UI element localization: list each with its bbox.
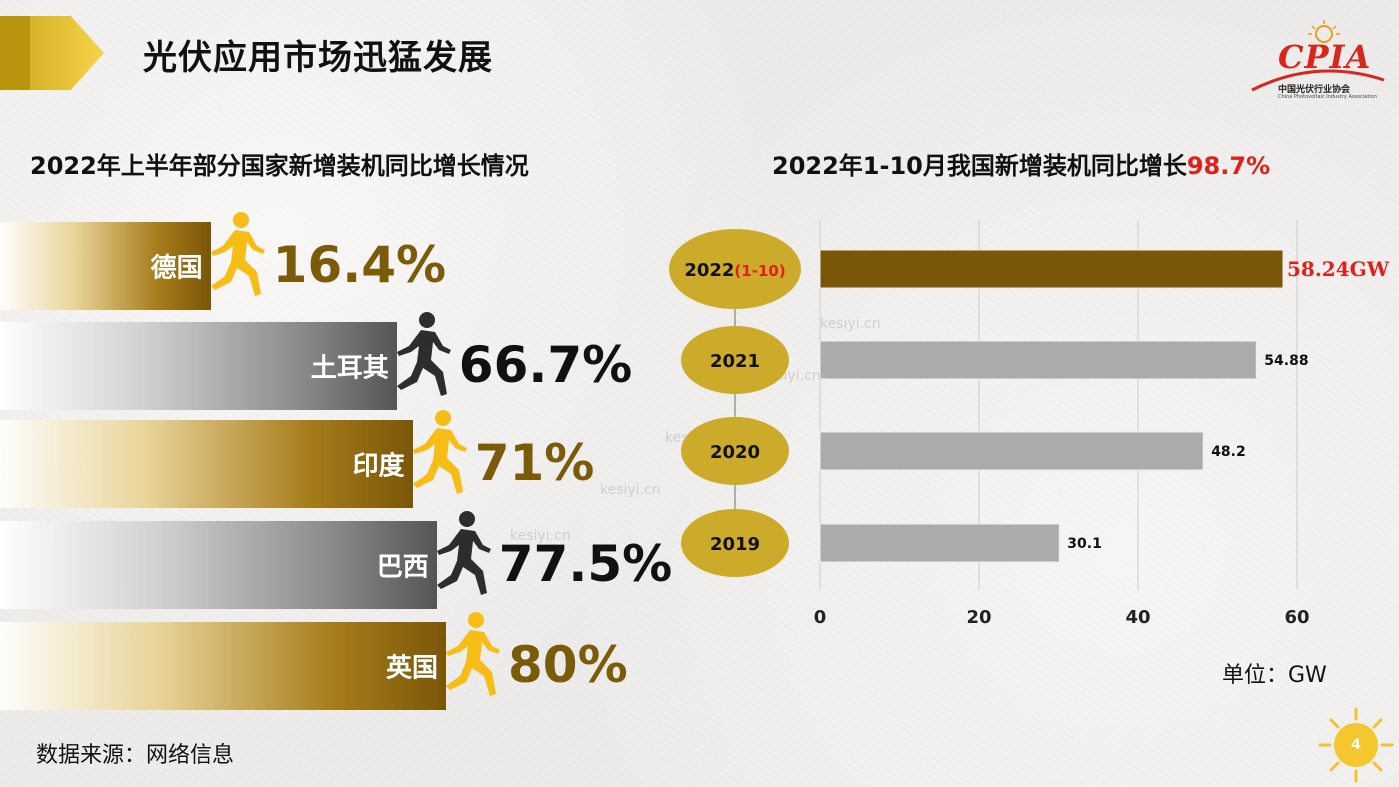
year-bar [819, 523, 1060, 563]
year-bar-value: 54.88 [1264, 353, 1308, 369]
watermark-text: kesiyi.cn [510, 528, 571, 544]
runner-icon [393, 408, 473, 512]
country-bar-label: 土耳其 [310, 353, 389, 384]
year-ellipse [681, 326, 789, 394]
country-bar-label: 英国 [385, 653, 438, 684]
year-bar [819, 340, 1257, 380]
watermark-text: kesiyi.cn [600, 482, 661, 498]
header-arrow-decoration [0, 16, 104, 90]
country-bar-value: 80% [508, 636, 628, 694]
year-bar-value: 48.2 [1211, 444, 1246, 460]
country-bar: 土耳其 [0, 322, 397, 410]
runner-silhouette-icon [396, 312, 451, 396]
right-chart-title-highlight: 98.7% [1186, 152, 1271, 180]
sun-icon [1318, 707, 1394, 783]
x-tick-label: 40 [1125, 607, 1150, 628]
country-bar-label: 德国 [150, 253, 203, 284]
runner-silhouette-icon [412, 410, 467, 494]
page-number: 4 [1351, 737, 1361, 753]
runner-icon [191, 210, 271, 314]
country-bar: 印度 [0, 420, 413, 508]
year-ellipse [681, 417, 789, 485]
country-bar-value: 16.4% [272, 236, 447, 294]
logo-text: CPIA [1278, 38, 1372, 76]
page-title: 光伏应用市场迅猛发展 [143, 38, 493, 78]
logo-arc-icon [1251, 20, 1385, 92]
right-chart-title-prefix: 2022年1-10月我国新增装机同比增长 [772, 152, 1187, 180]
left-chart-title: 2022年上半年部分国家新增装机同比增长情况 [30, 152, 529, 180]
x-tick-label: 60 [1284, 607, 1309, 628]
watermark-text: kesiyi.cn [820, 316, 881, 332]
country-bar: 巴西 [0, 521, 437, 609]
logo-subtitle-en: China Photovoltaic Industry Association [1278, 94, 1377, 100]
source-note: 数据来源：网络信息 [36, 743, 235, 768]
year-bar [819, 431, 1204, 471]
china-installation-chart: 0 20 40 60 58.24GW 2022(1-10) 54.88 2021 48.2 202… [669, 220, 1390, 628]
year-category-label: 2019 [710, 534, 760, 555]
runner-icon [377, 310, 457, 414]
country-bar-label: 巴西 [376, 552, 429, 583]
logo-subtitle: 中国光伏行业协会 [1278, 85, 1351, 95]
x-tick-label: 20 [966, 607, 991, 628]
country-bar-value: 77.5% [498, 535, 673, 593]
unit-label: 单位：GW [1222, 663, 1327, 688]
country-bar-value: 66.7% [458, 336, 633, 394]
cpia-logo: CPIA 中国光伏行业协会 China Photovoltaic Industr… [1244, 18, 1389, 108]
runner-silhouette-icon [446, 612, 500, 696]
page-number-badge: 4 [1316, 705, 1396, 785]
year-bar-value: 30.1 [1067, 536, 1102, 552]
country-bar: 德国 [0, 222, 211, 310]
year-category-label: 2020 [710, 442, 760, 463]
year-category-label: 2022(1-10) [684, 260, 785, 281]
runner-icon [426, 610, 506, 714]
runner-silhouette-icon [436, 511, 491, 595]
country-bar-value: 71% [474, 434, 595, 492]
runner-silhouette-icon [210, 212, 265, 296]
year-bar [819, 249, 1284, 289]
country-bar: 英国 [0, 622, 446, 710]
runner-icon [417, 509, 497, 613]
year-ellipse [669, 229, 801, 309]
year-ellipse [681, 509, 789, 577]
year-bar-value: 58.24GW [1287, 257, 1390, 281]
x-tick-label: 0 [814, 607, 827, 628]
year-category-label: 2021 [710, 351, 760, 372]
right-chart-title: 2022年1-10月我国新增装机同比增长98.7% [772, 146, 1270, 181]
country-bar-label: 印度 [352, 451, 405, 482]
